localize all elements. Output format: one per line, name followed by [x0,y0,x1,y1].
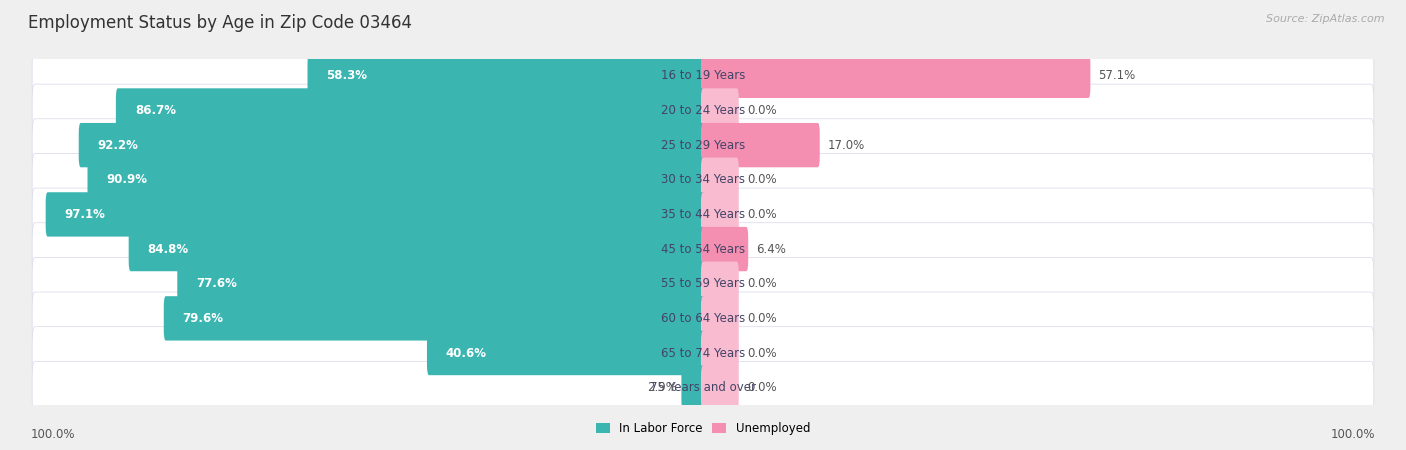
FancyBboxPatch shape [702,296,738,341]
Text: 86.7%: 86.7% [135,104,176,117]
Text: 79.6%: 79.6% [183,312,224,325]
FancyBboxPatch shape [308,54,704,98]
FancyBboxPatch shape [87,158,704,202]
FancyBboxPatch shape [427,331,704,375]
FancyBboxPatch shape [79,123,704,167]
Text: 0.0%: 0.0% [747,104,776,117]
Text: 0.0%: 0.0% [747,208,776,221]
Text: 84.8%: 84.8% [148,243,188,256]
FancyBboxPatch shape [32,292,1374,345]
FancyBboxPatch shape [702,227,748,271]
Text: 75 Years and over: 75 Years and over [650,381,756,394]
Text: 90.9%: 90.9% [107,173,148,186]
Text: 25 to 29 Years: 25 to 29 Years [661,139,745,152]
FancyBboxPatch shape [702,331,738,375]
Text: 40.6%: 40.6% [446,346,486,360]
FancyBboxPatch shape [702,261,738,306]
Text: 60 to 64 Years: 60 to 64 Years [661,312,745,325]
FancyBboxPatch shape [32,153,1374,206]
FancyBboxPatch shape [32,223,1374,275]
FancyBboxPatch shape [702,54,1091,98]
Text: 0.0%: 0.0% [747,173,776,186]
Text: 30 to 34 Years: 30 to 34 Years [661,173,745,186]
Text: 100.0%: 100.0% [1330,428,1375,441]
Text: 17.0%: 17.0% [828,139,865,152]
Text: 0.0%: 0.0% [747,346,776,360]
Text: 57.1%: 57.1% [1098,69,1136,82]
FancyBboxPatch shape [32,327,1374,379]
Text: 45 to 54 Years: 45 to 54 Years [661,243,745,256]
Text: 65 to 74 Years: 65 to 74 Years [661,346,745,360]
FancyBboxPatch shape [32,257,1374,310]
FancyBboxPatch shape [177,261,704,306]
FancyBboxPatch shape [32,188,1374,241]
Text: 0.0%: 0.0% [747,381,776,394]
Text: 16 to 19 Years: 16 to 19 Years [661,69,745,82]
FancyBboxPatch shape [32,361,1374,414]
FancyBboxPatch shape [702,123,820,167]
FancyBboxPatch shape [129,227,704,271]
Text: 35 to 44 Years: 35 to 44 Years [661,208,745,221]
Legend: In Labor Force, Unemployed: In Labor Force, Unemployed [591,417,815,440]
Text: 97.1%: 97.1% [65,208,105,221]
Text: 2.9%: 2.9% [647,381,676,394]
Text: 55 to 59 Years: 55 to 59 Years [661,277,745,290]
Text: 100.0%: 100.0% [31,428,76,441]
Text: 92.2%: 92.2% [97,139,139,152]
FancyBboxPatch shape [682,365,704,410]
FancyBboxPatch shape [702,365,738,410]
FancyBboxPatch shape [32,50,1374,102]
FancyBboxPatch shape [45,192,704,237]
FancyBboxPatch shape [702,192,738,237]
FancyBboxPatch shape [702,158,738,202]
Text: 77.6%: 77.6% [197,277,238,290]
Text: 0.0%: 0.0% [747,277,776,290]
Text: 6.4%: 6.4% [756,243,786,256]
Text: 0.0%: 0.0% [747,312,776,325]
Text: Employment Status by Age in Zip Code 03464: Employment Status by Age in Zip Code 034… [28,14,412,32]
FancyBboxPatch shape [32,119,1374,171]
FancyBboxPatch shape [115,88,704,133]
Text: Source: ZipAtlas.com: Source: ZipAtlas.com [1267,14,1385,23]
FancyBboxPatch shape [32,84,1374,137]
Text: 58.3%: 58.3% [326,69,367,82]
FancyBboxPatch shape [702,88,738,133]
Text: 20 to 24 Years: 20 to 24 Years [661,104,745,117]
FancyBboxPatch shape [163,296,704,341]
